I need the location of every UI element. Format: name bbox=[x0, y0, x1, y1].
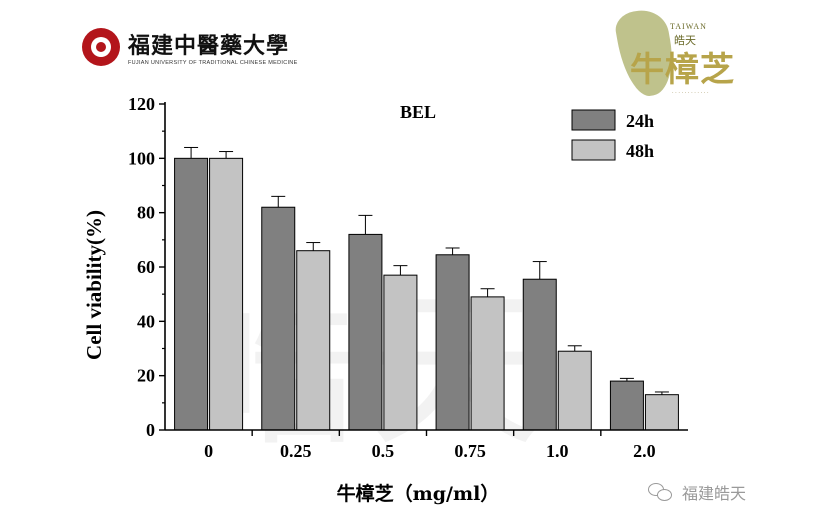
brand-haotian-text: 皓天 bbox=[674, 34, 696, 47]
bar-48h-1.0 bbox=[557, 350, 592, 431]
bar-48h-0.25 bbox=[296, 250, 331, 431]
wechat-icon bbox=[648, 483, 674, 501]
university-logo-text: 福建中醫藥大學 FUJIAN UNIVERSITY OF TRADITIONAL… bbox=[128, 28, 298, 66]
bar-48h-0.75 bbox=[470, 296, 505, 431]
wechat-watermark: 福建皓天 bbox=[648, 480, 746, 504]
brand-subtitle-decoration: · · · · · · · · · · · · bbox=[672, 90, 709, 96]
bar-24h-1.0 bbox=[522, 278, 557, 431]
legend-swatch-48h bbox=[571, 139, 616, 161]
university-seal-icon bbox=[82, 28, 120, 66]
y-tick-label-120: 120 bbox=[128, 94, 155, 114]
y-tick-label-100: 100 bbox=[128, 148, 155, 168]
wechat-account-name: 福建皓天 bbox=[682, 484, 747, 503]
bar-24h-2.0 bbox=[609, 380, 644, 431]
x-axis-label: 牛樟芝（mg/ml） bbox=[337, 482, 500, 505]
legend-label-48h: 48h bbox=[626, 141, 654, 161]
x-tick-label-0.5: 0.5 bbox=[372, 441, 395, 461]
x-tick-label-0.75: 0.75 bbox=[454, 441, 486, 461]
y-tick-label-60: 60 bbox=[137, 257, 155, 277]
y-tick-label-0: 0 bbox=[146, 420, 155, 440]
bar-24h-0.25 bbox=[261, 206, 296, 431]
axes-layer: 0 20 40 60 80 100 120 0 0.25 0.5 0.75 1.0 2.0 bbox=[128, 94, 688, 461]
university-logo: 福建中醫藥大學 FUJIAN UNIVERSITY OF TRADITIONAL… bbox=[82, 28, 298, 66]
bar-24h-0.75 bbox=[435, 254, 470, 431]
bar-48h-2.0 bbox=[644, 394, 679, 431]
legend: 24h 48h bbox=[571, 109, 654, 161]
bar-48h-0 bbox=[209, 157, 244, 431]
y-tick-label-40: 40 bbox=[137, 311, 155, 331]
y-tick-label-80: 80 bbox=[137, 203, 155, 223]
y-axis-label: Cell viability(%) bbox=[82, 210, 106, 360]
legend-label-24h: 24h bbox=[626, 111, 654, 131]
chart-title: BEL bbox=[400, 102, 436, 122]
bars-layer bbox=[174, 146, 679, 431]
brand-main-text: 牛樟芝 bbox=[630, 50, 735, 90]
x-tick-label-2.0: 2.0 bbox=[633, 441, 656, 461]
bar-24h-0.5 bbox=[348, 233, 383, 431]
x-tick-label-1.0: 1.0 bbox=[546, 441, 569, 461]
bar-24h-0 bbox=[174, 157, 209, 431]
brand-logo: TAIWAN 皓天 牛樟芝 · · · · · · · · · · · · bbox=[612, 6, 734, 100]
legend-swatch-24h bbox=[571, 109, 616, 131]
x-tick-label-0.25: 0.25 bbox=[280, 441, 312, 461]
y-tick-label-20: 20 bbox=[137, 366, 155, 386]
brand-taiwan-text: TAIWAN bbox=[670, 22, 707, 31]
university-name: 福建中醫藥大學 bbox=[128, 33, 290, 59]
x-tick-label-0: 0 bbox=[204, 441, 213, 461]
university-english-name: FUJIAN UNIVERSITY OF TRADITIONAL CHINESE… bbox=[128, 60, 298, 66]
bar-48h-0.5 bbox=[383, 274, 418, 431]
